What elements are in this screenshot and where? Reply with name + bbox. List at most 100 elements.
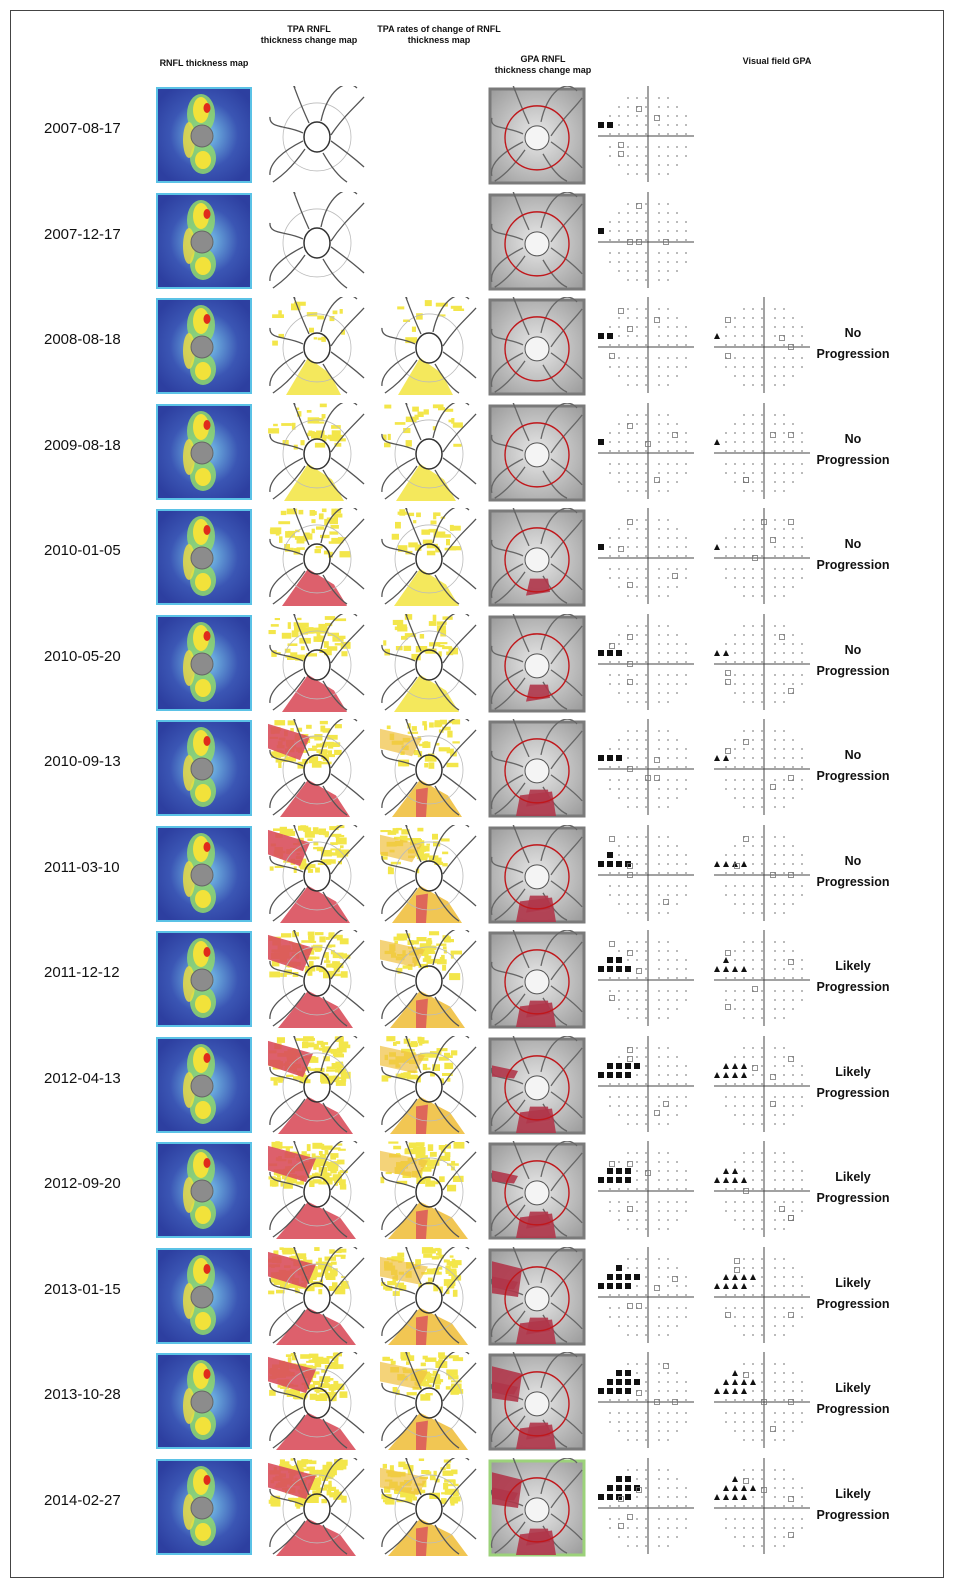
status-line-2: Progression bbox=[816, 1402, 890, 1416]
status-line-2: Progression bbox=[816, 769, 890, 783]
status-line-2: Progression bbox=[816, 1296, 890, 1311]
tpa-change-map bbox=[268, 613, 366, 712]
rnfl-thickness-map bbox=[155, 825, 253, 923]
vf-gpa-plot-right bbox=[712, 1350, 812, 1450]
visit-date: 2012-09-20 bbox=[44, 1175, 121, 1192]
vf-gpa-plot-left bbox=[596, 1245, 696, 1345]
visit-date: 2014-02-27 bbox=[44, 1491, 121, 1509]
progression-status: No Progression bbox=[808, 323, 898, 365]
tpa-change-map bbox=[268, 930, 366, 1028]
status-line-1: No bbox=[844, 326, 862, 340]
vf-gpa-plot-left bbox=[596, 401, 696, 501]
rnfl-thickness-map bbox=[155, 1458, 253, 1556]
tpa-rates-map bbox=[380, 1141, 478, 1239]
visit-date: 2013-01-15 bbox=[44, 1280, 121, 1298]
vf-gpa-plot-left bbox=[596, 823, 696, 923]
tpa-change-map bbox=[268, 86, 366, 184]
tpa-change-map bbox=[268, 824, 366, 923]
gpa-change-map bbox=[487, 719, 587, 819]
vf-gpa-plot-right bbox=[712, 1456, 812, 1556]
visit-date: 2011-12-12 bbox=[44, 964, 120, 981]
progression-status: No Progression bbox=[808, 640, 898, 682]
rnfl-thickness-map bbox=[155, 719, 253, 817]
vf-gpa-plot-left bbox=[596, 1350, 696, 1450]
progression-status: No Progression bbox=[808, 851, 898, 893]
rnfl-thickness-map bbox=[155, 1141, 253, 1239]
status-line-2: Progression bbox=[816, 347, 890, 361]
vf-gpa-plot-left bbox=[596, 612, 696, 712]
vf-gpa-plot-right bbox=[712, 612, 812, 712]
tpa-rates-map bbox=[380, 930, 478, 1028]
vf-gpa-plot-right bbox=[712, 823, 812, 923]
status-line-1: Likely bbox=[835, 959, 871, 973]
tpa-rates-map bbox=[380, 508, 478, 606]
progression-status: Likely Progression bbox=[808, 1273, 898, 1315]
status-line-2: Progression bbox=[816, 1191, 890, 1205]
progression-status: Likely Progression bbox=[808, 956, 898, 998]
tpa-change-map bbox=[268, 508, 366, 606]
tpa-rates-map bbox=[380, 402, 478, 501]
tpa-change-map bbox=[268, 719, 366, 817]
tpa-rates-map bbox=[380, 719, 478, 817]
vf-gpa-plot-right bbox=[712, 1139, 812, 1239]
rnfl-thickness-map bbox=[155, 614, 253, 712]
status-line-2: Progression bbox=[816, 1085, 890, 1100]
visit-date: 2007-12-17 bbox=[44, 225, 121, 243]
header-rnfl-thickness-map: RNFL thickness map bbox=[159, 58, 249, 68]
tpa-change-map bbox=[268, 1457, 366, 1556]
visit-date: 2007-08-17 bbox=[44, 120, 121, 137]
tpa-change-map bbox=[268, 402, 366, 501]
status-line-2: Progression bbox=[816, 874, 890, 889]
header-visual-field-gpa: Visual field GPA bbox=[742, 56, 812, 66]
visit-date: 2010-05-20 bbox=[44, 647, 121, 665]
progression-status: Likely Progression bbox=[808, 1062, 898, 1104]
visit-date: 2008-08-18 bbox=[44, 331, 121, 348]
vf-gpa-plot-left bbox=[596, 506, 696, 606]
tpa-rates-map bbox=[380, 1457, 478, 1556]
vf-gpa-plot-right bbox=[712, 506, 812, 606]
visit-date: 2012-04-13 bbox=[44, 1069, 121, 1087]
tpa-rates-map bbox=[380, 1035, 478, 1134]
gpa-change-map bbox=[487, 402, 587, 503]
status-line-2: Progression bbox=[816, 452, 890, 467]
vf-gpa-plot-right bbox=[712, 295, 812, 395]
status-line-1: Likely bbox=[835, 1275, 871, 1290]
tpa-rates-map bbox=[380, 1246, 478, 1345]
visit-date: 2010-09-13 bbox=[44, 753, 121, 770]
vf-gpa-plot-right bbox=[712, 401, 812, 501]
progression-status: No Progression bbox=[808, 745, 898, 787]
vf-gpa-plot-left bbox=[596, 1139, 696, 1239]
status-line-1: Likely bbox=[835, 1486, 871, 1501]
vf-gpa-plot-left bbox=[596, 928, 696, 1028]
status-line-1: Likely bbox=[835, 1170, 871, 1184]
rnfl-thickness-map bbox=[155, 508, 253, 606]
rnfl-thickness-map bbox=[155, 1036, 253, 1134]
tpa-rates-map bbox=[380, 613, 478, 712]
rnfl-thickness-map bbox=[155, 930, 253, 1028]
progression-status: Likely Progression bbox=[808, 1484, 898, 1526]
vf-gpa-plot-right bbox=[712, 928, 812, 1028]
vf-gpa-plot-left bbox=[596, 84, 696, 184]
gpa-change-map bbox=[487, 1141, 587, 1241]
gpa-change-map bbox=[487, 508, 587, 608]
status-line-1: No bbox=[844, 748, 862, 762]
rnfl-thickness-map bbox=[155, 297, 253, 395]
vf-gpa-plot-left bbox=[596, 1034, 696, 1134]
vf-gpa-plot-right bbox=[712, 1245, 812, 1345]
tpa-change-map bbox=[268, 297, 366, 395]
gpa-change-map bbox=[487, 930, 587, 1030]
tpa-change-map bbox=[268, 1246, 366, 1345]
gpa-change-map bbox=[487, 1246, 587, 1347]
rnfl-thickness-map bbox=[155, 403, 253, 501]
gpa-change-map bbox=[487, 86, 587, 186]
gpa-change-map bbox=[487, 1352, 587, 1452]
status-line-2: Progression bbox=[816, 1507, 890, 1522]
visit-date: 2011-03-10 bbox=[44, 858, 120, 876]
visit-date: 2010-01-05 bbox=[44, 542, 121, 559]
progression-status: Likely Progression bbox=[808, 1378, 898, 1420]
gpa-change-map bbox=[487, 613, 587, 714]
status-line-1: Likely bbox=[835, 1064, 871, 1079]
rnfl-thickness-map bbox=[155, 1247, 253, 1345]
status-line-1: Likely bbox=[835, 1381, 871, 1395]
gpa-change-map bbox=[487, 1457, 587, 1558]
